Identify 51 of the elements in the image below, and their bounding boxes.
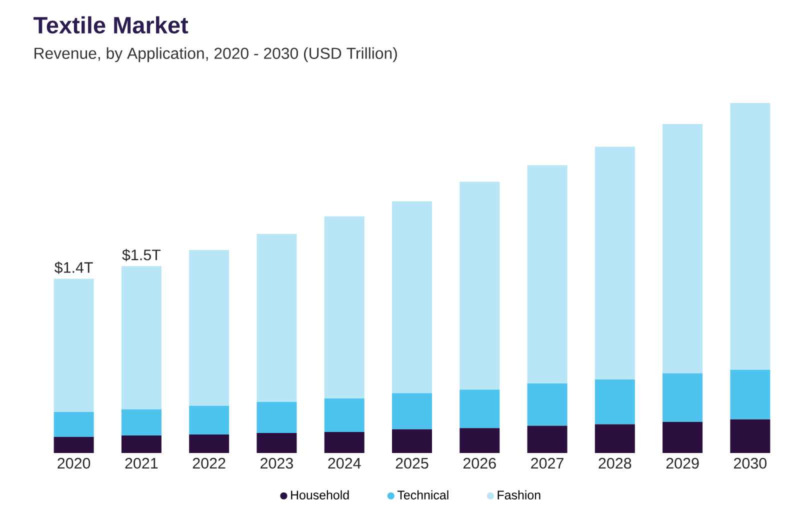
bar	[527, 165, 568, 384]
legend-label: Fashion	[498, 490, 540, 500]
bar	[594, 380, 635, 424]
annotation: $1.4T	[54, 261, 93, 274]
bar	[730, 419, 770, 453]
bar	[256, 433, 297, 453]
bar	[662, 124, 703, 374]
bar	[392, 429, 432, 453]
bar	[189, 406, 230, 434]
bar	[54, 412, 94, 437]
bar	[460, 182, 500, 390]
x-tick-label: 2026	[463, 458, 496, 469]
chart-subtitle: Revenue, by Application, 2020 - 2030 (USD Trillion)	[34, 47, 397, 62]
x-tick-label: 2020	[58, 458, 90, 469]
x-tick-label: 2022	[192, 458, 226, 469]
bar	[594, 146, 635, 380]
bar	[189, 250, 230, 406]
bar	[256, 234, 297, 402]
bar	[324, 432, 364, 453]
bar	[527, 426, 568, 453]
bar	[662, 373, 703, 422]
x-tick-label: 2029	[666, 458, 699, 469]
legend-label: Technical	[397, 490, 448, 500]
bar	[392, 393, 432, 430]
bar	[324, 216, 364, 398]
bar	[54, 278, 94, 412]
bar	[54, 436, 94, 453]
x-tick-label: 2027	[531, 458, 564, 469]
bar	[527, 383, 568, 426]
x-tick-label: 2025	[396, 458, 428, 469]
x-tick-label: 2023	[260, 458, 293, 469]
bar	[460, 390, 500, 428]
bar	[121, 436, 162, 453]
x-tick-label: 2021	[125, 458, 158, 469]
bar	[392, 201, 432, 394]
chart-title: Textile Market	[34, 16, 188, 34]
bar	[594, 424, 635, 453]
x-tick-label: 2030	[734, 458, 767, 469]
annotation: $1.5T	[122, 248, 161, 262]
bar	[730, 102, 770, 370]
bar	[730, 370, 770, 420]
bar	[121, 409, 162, 436]
x-tick-label: 2028	[598, 458, 632, 469]
legend-label: Household	[291, 490, 349, 500]
bar	[189, 434, 230, 453]
bar	[662, 422, 703, 453]
bar	[256, 402, 297, 434]
bar	[121, 266, 162, 410]
bar	[324, 398, 364, 432]
x-tick-label: 2024	[328, 458, 361, 469]
bar	[460, 428, 500, 453]
